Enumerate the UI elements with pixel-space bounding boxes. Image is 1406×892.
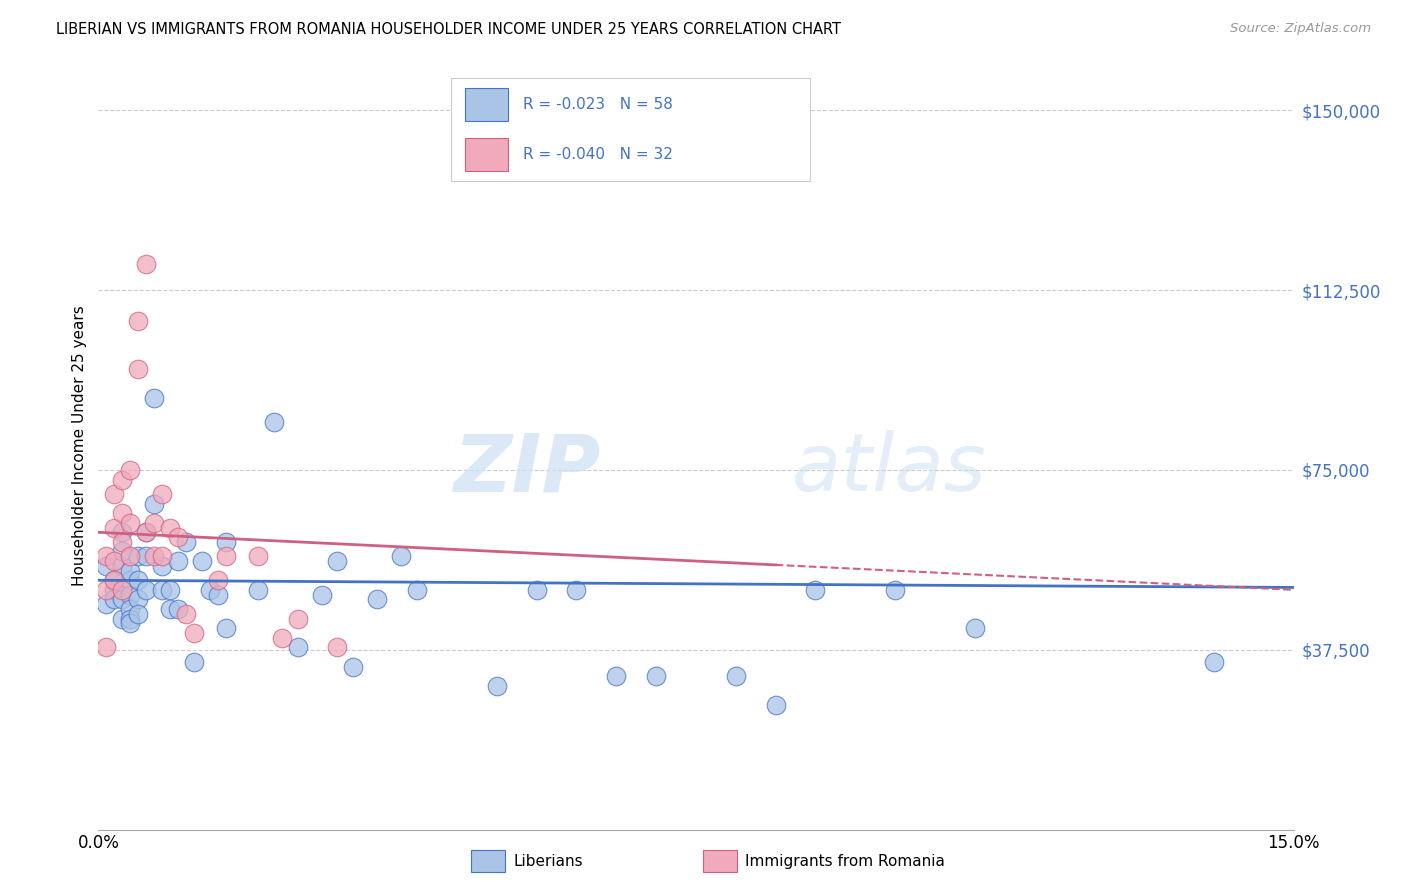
Point (287, 612, 309, 626)
Point (96, 549, 118, 564)
Point (326, 640, 349, 655)
Point (150, 558, 173, 573)
Point (159, 520, 181, 534)
Point (311, 588, 333, 602)
Point (159, 602, 181, 616)
Point (127, 592, 149, 607)
Point (120, 573, 142, 587)
Point (120, 463, 142, 477)
Point (215, 549, 238, 564)
Point (215, 534, 238, 549)
Point (135, 549, 157, 564)
Point (207, 573, 229, 587)
Point (111, 506, 134, 520)
Point (645, 669, 668, 683)
Point (174, 607, 197, 621)
Point (724, 669, 747, 683)
Point (215, 621, 238, 635)
Point (366, 592, 388, 607)
Point (143, 496, 166, 510)
Point (127, 362, 149, 376)
Point (605, 669, 627, 683)
Point (183, 655, 205, 669)
Point (120, 602, 142, 616)
Point (159, 582, 181, 597)
Point (963, 621, 986, 635)
Point (526, 582, 548, 597)
Point (96, 582, 118, 597)
Point (406, 582, 429, 597)
Point (167, 602, 190, 616)
Point (884, 582, 907, 597)
Point (127, 607, 149, 621)
Point (103, 520, 125, 534)
Point (150, 549, 173, 564)
Point (103, 487, 125, 501)
Point (565, 582, 588, 597)
Point (135, 582, 157, 597)
Point (765, 698, 787, 712)
Point (111, 592, 134, 607)
Text: Immigrants from Romania: Immigrants from Romania (745, 855, 945, 869)
Point (143, 516, 166, 530)
Point (96, 597, 118, 611)
Point (111, 534, 134, 549)
Point (135, 257, 157, 271)
Point (127, 573, 149, 587)
Point (111, 525, 134, 540)
Point (111, 612, 134, 626)
Text: atlas: atlas (792, 430, 987, 508)
Point (270, 631, 292, 645)
Point (103, 592, 125, 607)
Point (111, 544, 134, 558)
Point (127, 314, 149, 328)
Text: ZIP: ZIP (453, 430, 600, 508)
Point (103, 554, 125, 568)
Point (804, 582, 827, 597)
Point (135, 525, 157, 540)
Point (135, 525, 157, 540)
Y-axis label: Householder Income Under 25 years: Householder Income Under 25 years (72, 306, 87, 586)
Point (167, 530, 190, 544)
Point (342, 659, 364, 673)
Point (389, 549, 412, 564)
Point (120, 612, 142, 626)
Point (111, 582, 134, 597)
Text: Source: ZipAtlas.com: Source: ZipAtlas.com (1230, 22, 1371, 36)
Point (103, 573, 125, 587)
Point (183, 626, 205, 640)
Point (103, 573, 125, 587)
Point (111, 558, 134, 573)
Point (207, 588, 229, 602)
Point (198, 582, 221, 597)
Point (143, 549, 166, 564)
Point (1202, 655, 1225, 669)
Point (120, 549, 142, 564)
Point (167, 554, 190, 568)
Point (246, 549, 269, 564)
Point (174, 534, 197, 549)
Point (287, 640, 309, 655)
Point (485, 679, 508, 693)
Text: Liberians: Liberians (513, 855, 583, 869)
Point (111, 473, 134, 487)
Text: LIBERIAN VS IMMIGRANTS FROM ROMANIA HOUSEHOLDER INCOME UNDER 25 YEARS CORRELATIO: LIBERIAN VS IMMIGRANTS FROM ROMANIA HOUS… (56, 22, 841, 37)
Point (150, 487, 173, 501)
Point (103, 582, 125, 597)
Point (120, 616, 142, 631)
Point (143, 391, 166, 405)
Point (263, 415, 285, 429)
Point (120, 588, 142, 602)
Point (120, 564, 142, 578)
Point (150, 582, 173, 597)
Point (127, 549, 149, 564)
Point (96, 640, 118, 655)
Point (96, 558, 118, 573)
Point (120, 516, 142, 530)
Point (246, 582, 269, 597)
Point (326, 554, 349, 568)
Point (191, 554, 214, 568)
